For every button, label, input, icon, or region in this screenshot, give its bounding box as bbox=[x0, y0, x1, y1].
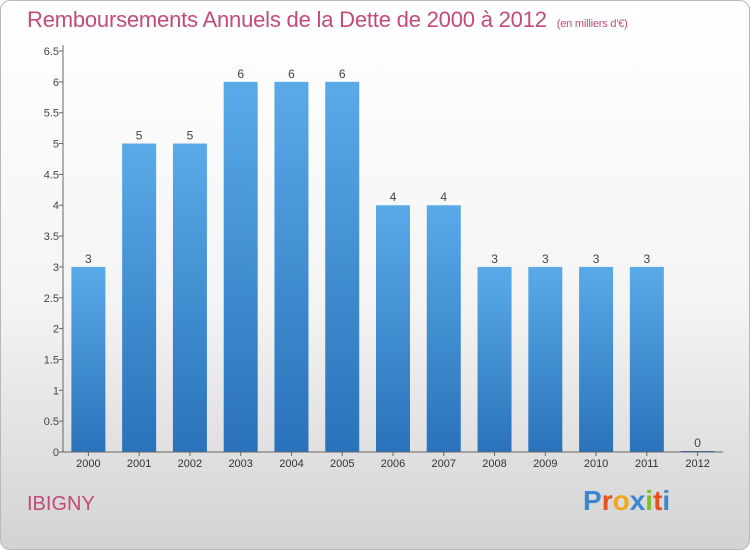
x-tick-label: 2000 bbox=[76, 458, 100, 470]
x-tick-label: 2005 bbox=[330, 458, 354, 470]
y-tick-label: 4 bbox=[53, 200, 59, 212]
x-tick-label: 2001 bbox=[127, 458, 151, 470]
data-label-2010: 3 bbox=[593, 252, 600, 266]
x-tick-label: 2002 bbox=[178, 458, 202, 470]
data-label-2008: 3 bbox=[491, 252, 498, 266]
data-label-2009: 3 bbox=[542, 252, 549, 266]
chart-title-text: Remboursements Annuels de la Dette de 20… bbox=[27, 7, 547, 32]
bar-2006 bbox=[376, 205, 410, 452]
y-tick-label: 1.5 bbox=[44, 354, 59, 366]
logo-letter: r bbox=[601, 485, 613, 516]
data-label-2004: 6 bbox=[288, 67, 295, 81]
logo-letter: o bbox=[612, 485, 630, 516]
y-tick-label: 3 bbox=[53, 262, 59, 274]
commune-name: IBIGNY bbox=[27, 493, 95, 515]
logo-letter: x bbox=[629, 485, 646, 516]
x-tick-label: 2003 bbox=[228, 458, 252, 470]
x-tick-label: 2009 bbox=[533, 458, 557, 470]
y-tick-label: 2.5 bbox=[44, 293, 59, 305]
y-tick-label: 4.5 bbox=[44, 169, 59, 181]
y-tick-label: 3.5 bbox=[44, 231, 59, 243]
y-tick-label: 0.5 bbox=[44, 416, 59, 428]
bar-2005 bbox=[325, 81, 360, 452]
data-label-2003: 6 bbox=[237, 67, 244, 81]
x-tick-label: 2007 bbox=[432, 458, 456, 470]
bar-2009 bbox=[528, 266, 563, 452]
bar-2004 bbox=[274, 81, 309, 452]
data-label-2001: 5 bbox=[136, 129, 143, 143]
data-label-2012: 0 bbox=[694, 436, 701, 450]
x-axis: 2000 2001 2002 2003 2004 2005 2006 2007 2008 2009… bbox=[63, 451, 723, 470]
y-tick-label: 2 bbox=[53, 324, 59, 336]
bar-2002 bbox=[172, 143, 207, 453]
bar-2003 bbox=[223, 81, 258, 452]
chart-title: Remboursements Annuels de la Dette de 20… bbox=[27, 7, 628, 33]
x-tick-label: 2004 bbox=[279, 458, 303, 470]
y-tick-label: 6 bbox=[53, 77, 59, 89]
bar-2000 bbox=[71, 266, 106, 452]
y-tick-label: 5 bbox=[53, 139, 59, 151]
x-tick-label: 2008 bbox=[482, 458, 506, 470]
data-label-2002: 5 bbox=[187, 129, 194, 143]
data-label-2000: 3 bbox=[85, 252, 92, 266]
bar-2011 bbox=[629, 266, 664, 452]
bars: 3 5 5 6 6 6 4 4 3 3 3 3 0 bbox=[71, 67, 715, 453]
data-label-2005: 6 bbox=[339, 67, 346, 81]
bar-2007 bbox=[426, 205, 461, 452]
y-tick-label: 5.5 bbox=[44, 108, 59, 120]
x-tick-label: 2010 bbox=[584, 458, 608, 470]
y-axis: 0 0.5 1 1.5 2 2.5 3 3.5 4 4.5 5 5.5 6 6.5 bbox=[44, 45, 64, 459]
x-tick-label: 2011 bbox=[635, 458, 659, 470]
y-tick-label: 1 bbox=[53, 385, 59, 397]
data-label-2006: 4 bbox=[390, 190, 397, 204]
logo-letter: i bbox=[662, 485, 671, 516]
logo-letter: i bbox=[645, 485, 654, 516]
data-label-2007: 4 bbox=[440, 190, 447, 204]
logo-letter: P bbox=[583, 485, 602, 516]
logo-letter: t bbox=[653, 485, 663, 516]
chart-unit: (en milliers d'€) bbox=[556, 18, 628, 30]
bar-2001 bbox=[122, 143, 157, 453]
y-tick-label: 6.5 bbox=[44, 46, 59, 58]
x-tick-label: 2012 bbox=[685, 458, 709, 470]
bar-2010 bbox=[579, 266, 614, 452]
proxiti-logo: Proxiti bbox=[583, 485, 670, 517]
x-tick-label: 2006 bbox=[381, 458, 405, 470]
bar-2008 bbox=[477, 266, 512, 452]
y-tick-label: 0 bbox=[53, 447, 59, 459]
data-label-2011: 3 bbox=[644, 252, 651, 266]
